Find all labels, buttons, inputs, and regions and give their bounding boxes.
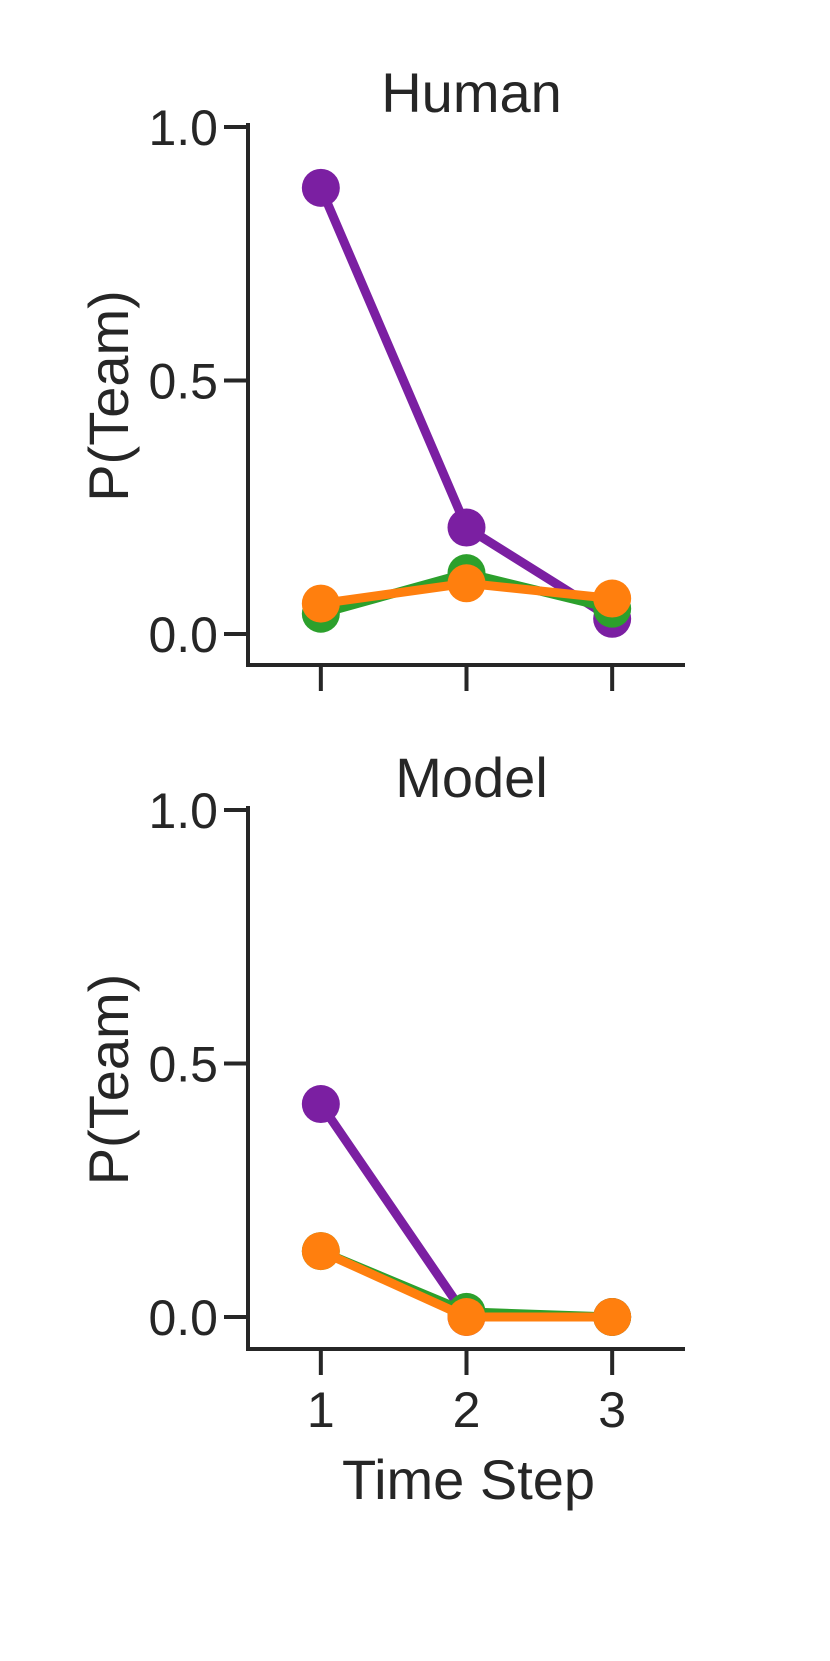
data-point	[301, 168, 340, 207]
x-tick-label: 1	[307, 1382, 335, 1438]
data-point	[301, 1232, 340, 1271]
y-axis-label: P(Team)	[77, 974, 140, 1186]
y-axis-label: P(Team)	[77, 290, 140, 502]
data-point	[447, 508, 486, 547]
x-tick-label: 3	[598, 1382, 626, 1438]
data-point	[447, 1298, 486, 1336]
series-line	[316, 1099, 617, 1322]
data-point	[301, 1085, 340, 1124]
y-tick-label: 1.0	[148, 100, 218, 156]
human-panel: Human 0.0 0.5 1.0 P(Team)	[77, 61, 685, 691]
panel-title: Model	[395, 746, 548, 809]
panel-title: Human	[381, 61, 562, 124]
data-point	[593, 579, 632, 618]
series-line	[316, 183, 617, 624]
x-axis-label: Time Step	[342, 1448, 595, 1511]
series-2	[301, 564, 632, 623]
data-point	[301, 584, 340, 623]
series-2	[301, 1232, 632, 1336]
data-point	[447, 564, 486, 603]
y-tick-label: 0.0	[148, 1290, 218, 1346]
model-panel: Model 0.0 0.5 1.0 1 2 3 P(Team) Time Step	[77, 746, 685, 1511]
y-tick-label: 1.0	[148, 783, 218, 839]
y-tick-label: 0.5	[148, 354, 218, 410]
data-point	[593, 1298, 632, 1336]
y-tick-label: 0.0	[148, 607, 218, 663]
x-tick-label: 2	[453, 1382, 481, 1438]
y-tick-label: 0.5	[148, 1037, 218, 1093]
